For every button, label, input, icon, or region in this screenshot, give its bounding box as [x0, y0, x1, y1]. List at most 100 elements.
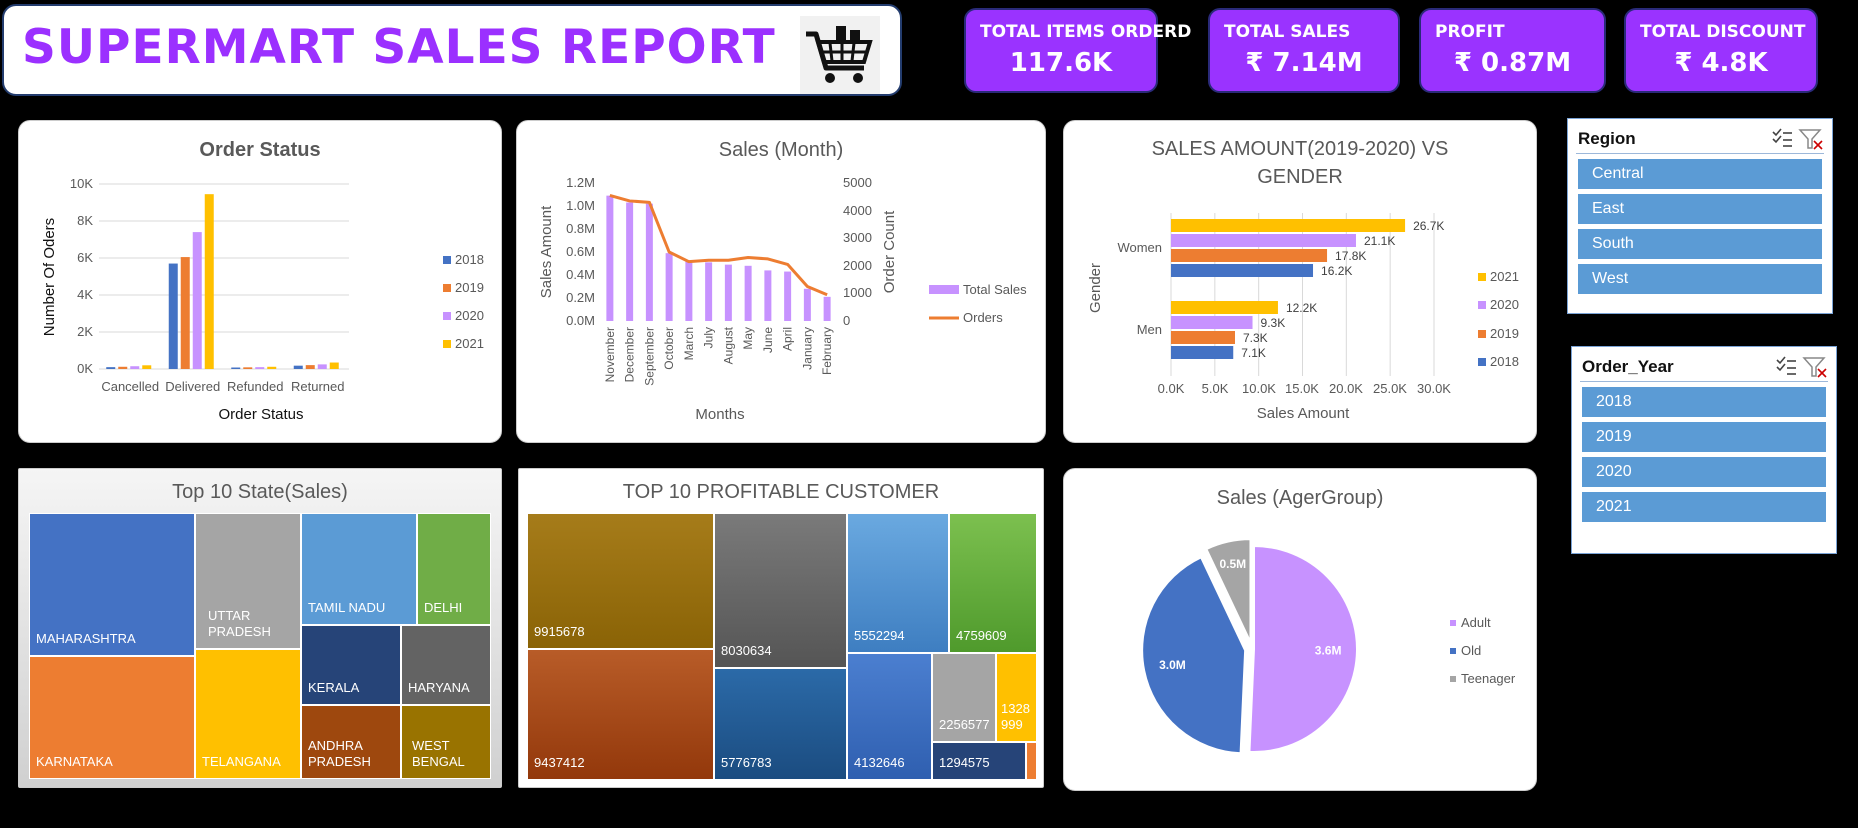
treemap-cell[interactable]: 1328999	[996, 653, 1037, 742]
order-year-slicer[interactable]: Order_Year 2018 2019 2020 2021	[1571, 346, 1837, 554]
bar-october	[665, 253, 673, 321]
x-tick-label: November	[603, 327, 617, 382]
slicer-item-south[interactable]: South	[1578, 229, 1822, 259]
kpi-value: ₹ 0.87M	[1453, 48, 1572, 78]
treemap-cell[interactable]: MAHARASHTRA	[29, 513, 195, 656]
report-title: SUPERMART SALES REPORT	[22, 20, 776, 75]
legend-swatch-2021	[1478, 273, 1486, 281]
slicer-item-central[interactable]: Central	[1578, 159, 1822, 189]
legend-label: Adult	[1461, 615, 1491, 630]
bar-men-2018	[1171, 346, 1234, 359]
slicer-item-2019[interactable]: 2019	[1582, 422, 1826, 452]
treemap-cell[interactable]: 5776783	[714, 668, 847, 780]
bar-august	[724, 264, 732, 321]
treemap-cell[interactable]: WEST BENGAL	[401, 705, 491, 779]
x-tick-label: 25.0K	[1373, 381, 1407, 396]
clear-filter-icon[interactable]	[1798, 127, 1824, 156]
y-axis-title: Sales Amount	[538, 205, 555, 298]
legend-swatch-old	[1450, 648, 1456, 654]
y-axis-title: Number Of Oders	[41, 218, 58, 336]
treemap-cell[interactable]: KERALA	[301, 625, 401, 705]
legend-swatch-teenager	[1450, 676, 1456, 682]
bar-refunded-2021	[267, 366, 277, 369]
gender-sales-chart[interactable]: SALES AMOUNT(2019-2020) VS GENDER 26.7K 2…	[1063, 120, 1537, 443]
kpi-value: ₹ 4.8K	[1674, 48, 1768, 78]
x-tick-label: Cancelled	[101, 379, 159, 394]
x-tick-label: September	[642, 327, 656, 386]
slicer-title: Region	[1578, 129, 1636, 148]
kpi-label: TOTAL SALES	[1224, 22, 1351, 42]
treemap-cell[interactable]: HARYANA	[401, 625, 491, 705]
chart-title: Sales (AgerGroup)	[1216, 487, 1384, 509]
y2-tick-label: 5000	[843, 175, 872, 190]
chart-title-line1: SALES AMOUNT(2019-2020) VS	[1151, 138, 1449, 160]
treemap-cell[interactable]: 8030634	[714, 513, 847, 668]
x-tick-label: Delivered	[165, 379, 220, 394]
treemap-cell[interactable]	[1026, 742, 1037, 780]
treemap-cell[interactable]: UTTAR PRADESH	[195, 513, 301, 649]
top-customers-treemap[interactable]: TOP 10 PROFITABLE CUSTOMER 9915678 80306…	[518, 468, 1044, 788]
legend-label: Total Sales	[963, 282, 1027, 297]
slicer-item-2018[interactable]: 2018	[1582, 387, 1826, 417]
multi-select-icon[interactable]	[1774, 355, 1798, 382]
age-pie-svg: 3.6M 3.0M 0.5M Adult Old Teenager	[1141, 538, 1516, 755]
y2-tick-label: 4000	[843, 203, 872, 218]
top-states-treemap[interactable]: Top 10 State(Sales) MAHARASHTRA UTTAR PR…	[18, 468, 502, 788]
treemap-cell[interactable]: ANDHRA PRADESH	[301, 705, 401, 779]
bar-may	[744, 265, 752, 321]
treemap-cell[interactable]: 5552294	[847, 513, 949, 653]
data-label: 21.1K	[1364, 234, 1395, 248]
x-tick-label: January	[800, 327, 814, 370]
y-tick-label: 1.2M	[566, 175, 595, 190]
x-tick-label: 30.0K	[1417, 381, 1451, 396]
treemap-cell[interactable]: 1294575	[932, 742, 1026, 780]
x-tick-label: August	[721, 326, 735, 364]
treemap-cell[interactable]: 9915678	[527, 513, 714, 649]
bar-men-2021	[1171, 301, 1278, 314]
x-tick-label: 15.0K	[1285, 381, 1319, 396]
order-status-svg: Cancelled Delivered Refunded Returned 0K 2K…	[41, 176, 484, 423]
chart-title-line2: GENDER	[1257, 166, 1343, 188]
bar-april	[784, 271, 792, 321]
bar-december	[626, 202, 634, 321]
treemap-cell[interactable]: TAMIL NADU	[301, 513, 417, 625]
bar-women-2020	[1171, 234, 1356, 247]
legend-label: 2018	[1490, 354, 1519, 369]
y-tick-label: 2K	[77, 324, 93, 339]
legend-label: 2019	[1490, 326, 1519, 341]
bar-women-2019	[1171, 249, 1328, 262]
order-status-chart[interactable]: Order Status Cancelled Delivered Refunded R…	[18, 120, 502, 443]
multi-select-icon[interactable]	[1770, 127, 1794, 154]
bar-delivered-2020	[192, 232, 202, 369]
clear-filter-icon[interactable]	[1802, 355, 1828, 384]
slicer-item-east[interactable]: East	[1578, 194, 1822, 224]
y-tick-label: 6K	[77, 250, 93, 265]
treemap-cell[interactable]: 2256577	[932, 653, 996, 742]
bar-returned-2020	[317, 364, 327, 369]
treemap-cell[interactable]: TELANGANA	[195, 649, 301, 779]
slicer-item-2020[interactable]: 2020	[1582, 457, 1826, 487]
kpi-value: ₹ 7.14M	[1245, 48, 1363, 78]
treemap-cell[interactable]: DELHI	[417, 513, 491, 625]
bar-refunded-2020	[255, 367, 265, 369]
bar-september	[645, 203, 653, 321]
slicer-item-2021[interactable]: 2021	[1582, 492, 1826, 522]
treemap-cell[interactable]: KARNATAKA	[29, 656, 195, 779]
sales-month-chart[interactable]: Sales (Month) November December September O…	[516, 120, 1046, 443]
slicer-title: Order_Year	[1582, 357, 1674, 376]
treemap-cell[interactable]: 9437412	[527, 649, 714, 780]
treemap-cell[interactable]: 4759609	[949, 513, 1037, 653]
y2-tick-label: 1000	[843, 285, 872, 300]
shopping-cart-icon	[800, 16, 880, 94]
treemap-cell[interactable]: 4132646	[847, 653, 932, 780]
kpi-total-sales: TOTAL SALES ₹ 7.14M	[1208, 8, 1400, 93]
chart-title: Order Status	[199, 139, 321, 161]
chart-title: TOP 10 PROFITABLE CUSTOMER	[622, 481, 940, 503]
region-slicer[interactable]: Region Central East South West	[1567, 118, 1833, 314]
x-tick-label: 10.0K	[1242, 381, 1276, 396]
age-group-pie-chart[interactable]: Sales (AgerGroup) 3.6M 3.0M 0.5M Adult Old…	[1063, 468, 1537, 791]
slicer-item-west[interactable]: West	[1578, 264, 1822, 294]
y2-tick-label: 3000	[843, 230, 872, 245]
y-tick-label: 0K	[77, 361, 93, 376]
